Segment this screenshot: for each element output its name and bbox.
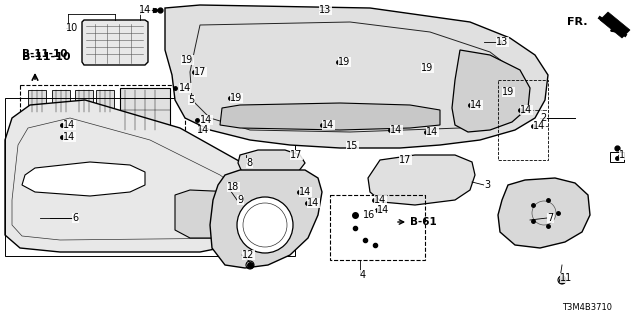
Text: 14: 14 [139,5,151,15]
Polygon shape [452,50,530,132]
Text: 3: 3 [484,180,490,190]
Text: 14: 14 [390,125,403,135]
Polygon shape [238,150,305,178]
Bar [75,90,93,112]
Text: 1: 1 [619,150,625,160]
Text: 14: 14 [179,83,191,93]
Bar [5,98,295,256]
Bar [610,152,624,162]
Text: 8: 8 [246,158,252,168]
Text: 14: 14 [307,198,319,208]
Bar [120,88,170,132]
Polygon shape [175,190,278,238]
Bar [52,90,70,112]
Text: 14: 14 [520,105,532,115]
Text: 19: 19 [230,93,243,103]
Bar [330,195,425,260]
Text: 17: 17 [290,150,302,160]
Polygon shape [368,155,475,205]
Text: 14: 14 [533,121,545,131]
Text: 19: 19 [181,55,193,65]
Bar [28,90,46,112]
Circle shape [237,197,293,253]
Text: 14: 14 [322,120,334,130]
Text: 19: 19 [421,63,433,73]
Text: B-61: B-61 [410,217,436,227]
Polygon shape [600,12,630,38]
Text: 17: 17 [399,155,412,165]
Polygon shape [22,162,145,196]
Text: 2: 2 [540,113,547,123]
Bar [96,90,114,112]
Text: 12: 12 [242,250,254,260]
Text: 19: 19 [338,57,350,67]
Text: FR.: FR. [568,17,588,27]
Polygon shape [165,5,548,148]
Polygon shape [220,103,440,130]
Text: 11: 11 [560,273,572,283]
Text: 13: 13 [496,37,508,47]
Text: 7: 7 [547,213,553,223]
Text: 15: 15 [346,141,358,151]
Text: 14: 14 [63,120,76,130]
Text: 14: 14 [63,132,76,142]
Text: 19: 19 [502,87,515,97]
Text: 13: 13 [319,5,332,15]
Text: 4: 4 [360,270,366,280]
Text: 14: 14 [377,205,389,215]
Text: B-11-10: B-11-10 [22,52,70,62]
Polygon shape [210,170,322,268]
Text: 5: 5 [188,95,195,105]
Bar [498,80,548,160]
Text: 14: 14 [299,187,311,197]
Text: 16: 16 [363,210,375,220]
Text: 14: 14 [200,115,212,125]
Text: T3M4B3710: T3M4B3710 [562,303,612,313]
Text: 14: 14 [374,195,387,205]
Text: 17: 17 [194,67,206,77]
Polygon shape [498,178,590,248]
Polygon shape [5,100,290,252]
Text: 14: 14 [426,127,438,137]
Text: 14: 14 [470,100,483,110]
Text: 18: 18 [227,182,239,192]
Text: B-11-10: B-11-10 [22,49,67,59]
Text: 9: 9 [237,195,243,205]
Text: 14: 14 [197,125,209,135]
Bar [20,85,185,140]
Text: 10: 10 [66,23,78,33]
Polygon shape [82,20,148,65]
Text: 6: 6 [72,213,78,223]
